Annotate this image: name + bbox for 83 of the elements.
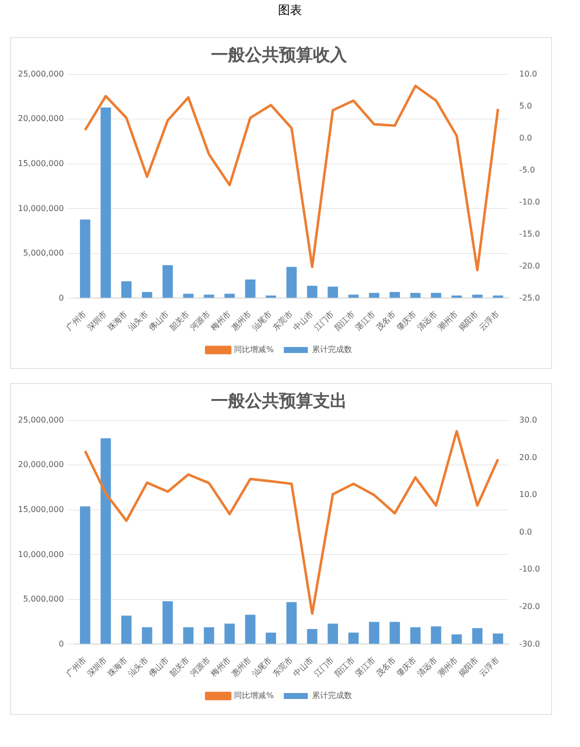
bar — [80, 506, 90, 644]
bar — [142, 292, 152, 298]
bar — [472, 294, 482, 298]
bar — [307, 286, 318, 298]
bar — [204, 294, 214, 298]
y2-tick-label: 0.0 — [519, 527, 532, 536]
bar — [348, 632, 359, 644]
bar — [121, 281, 132, 298]
y-tick-label: 25,000,000 — [18, 415, 64, 424]
bar — [162, 601, 173, 644]
bar — [368, 292, 380, 298]
x-tick-label: 清远市 — [416, 655, 439, 678]
y-tick-label: 5,000,000 — [23, 594, 64, 604]
bar — [183, 627, 194, 644]
x-tick-label: 云浮市 — [478, 655, 501, 678]
bar — [390, 622, 400, 644]
x-tick-label: 清远市 — [416, 309, 439, 332]
bar — [266, 632, 276, 644]
bar — [328, 286, 338, 298]
bar — [286, 602, 297, 644]
bar — [307, 629, 318, 644]
bar — [492, 633, 504, 644]
y2-tick-label: 30.0 — [519, 415, 538, 424]
bar — [245, 614, 256, 644]
bar — [286, 266, 297, 298]
y-tick-label: 15,000,000 — [18, 159, 64, 168]
bar — [452, 634, 462, 644]
y-tick-label: 15,000,000 — [18, 505, 64, 514]
bar — [224, 294, 235, 298]
y2-tick-label: -30.0 — [519, 639, 540, 648]
text: 图表 — [277, 2, 303, 19]
y-tick-label: 25,000,000 — [18, 69, 64, 78]
bar — [142, 627, 152, 644]
legend-label: 累计完成数 — [312, 691, 352, 700]
bar — [472, 628, 482, 644]
bar — [100, 108, 111, 298]
y-tick-label: 20,000,000 — [18, 460, 64, 470]
x-tick-label: 中山市 — [292, 655, 316, 678]
bar — [245, 279, 256, 298]
bar — [183, 294, 194, 298]
legend-label: 同比增减% — [234, 691, 274, 700]
bar — [368, 622, 380, 644]
bar — [328, 624, 338, 644]
bar — [121, 616, 132, 644]
y2-tick-label: 10.0 — [519, 490, 538, 500]
y2-tick-label: -20.0 — [519, 261, 540, 270]
bar — [390, 292, 400, 298]
legend-label: 同比增减% — [234, 345, 274, 354]
x-tick-label: 汕头市 — [126, 309, 150, 332]
y-tick-label: 5,000,000 — [23, 248, 64, 258]
y2-tick-label: 10.0 — [519, 69, 538, 78]
x-tick-label: 汕头市 — [126, 655, 150, 678]
chart-title: 一般公共预算收入 — [211, 46, 348, 66]
y-tick-label: 0 — [58, 293, 64, 302]
bar — [224, 624, 235, 644]
x-tick-label: 云浮市 — [478, 309, 501, 332]
y2-tick-label: -25.0 — [519, 293, 540, 302]
y2-tick-label: 5.0 — [519, 101, 532, 110]
legend-label: 累计完成数 — [312, 345, 352, 354]
y-tick-label: 0 — [58, 639, 64, 648]
y2-tick-label: -15.0 — [519, 229, 540, 238]
bar — [430, 626, 442, 644]
chart-title: 一般公共预算支出 — [211, 392, 347, 412]
bar — [204, 627, 214, 644]
y2-tick-label: 20.0 — [519, 452, 538, 462]
y2-tick-label: -5.0 — [519, 165, 535, 174]
y-tick-label: 10,000,000 — [18, 550, 64, 559]
bar — [348, 294, 359, 298]
y2-tick-label: -20.0 — [519, 602, 540, 612]
bar — [80, 219, 90, 298]
x-tick-label: 东莞市 — [271, 309, 294, 332]
x-tick-label: 东莞市 — [271, 655, 294, 678]
y2-tick-label: 0.0 — [519, 133, 532, 142]
y-tick-label: 20,000,000 — [18, 114, 64, 124]
bar — [100, 438, 111, 644]
y-tick-label: 10,000,000 — [18, 204, 64, 213]
bar — [410, 292, 421, 298]
y2-tick-label: -10.0 — [519, 564, 540, 574]
bar — [162, 265, 173, 298]
bar — [410, 627, 421, 644]
y2-tick-label: -10.0 — [519, 197, 540, 206]
bar — [430, 292, 442, 298]
x-tick-label: 中山市 — [292, 309, 316, 332]
